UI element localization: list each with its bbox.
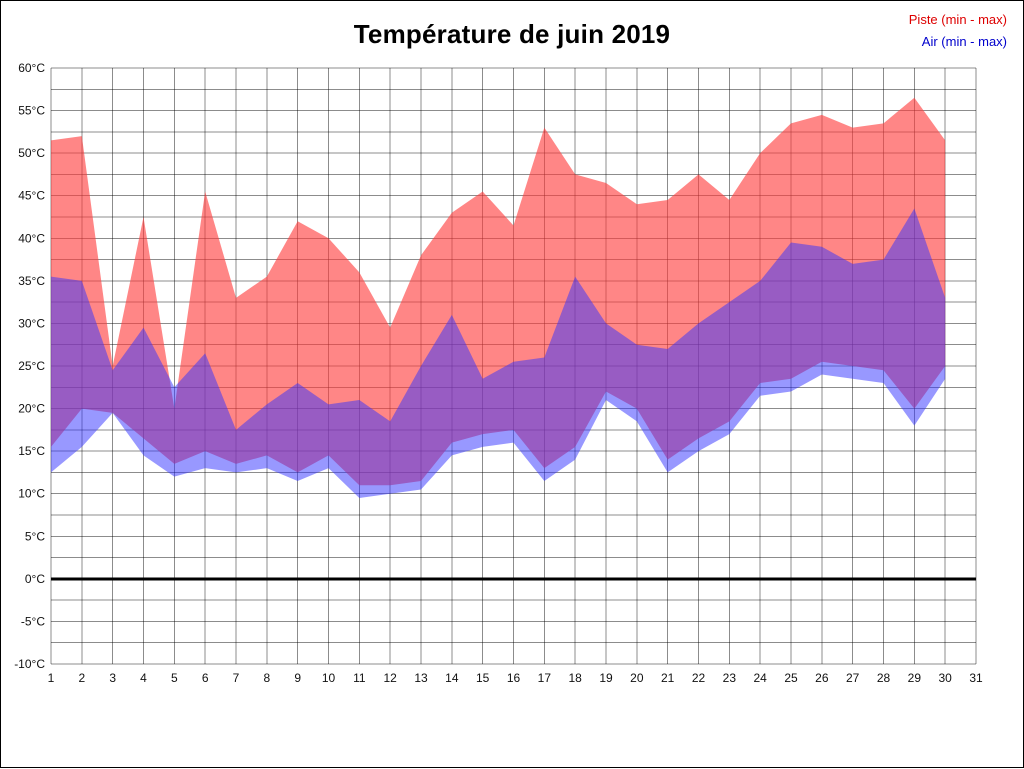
x-tick-label: 5 [171,671,178,685]
y-tick-label: 55°C [18,104,45,118]
x-tick-label: 13 [414,671,428,685]
x-tick-label: 18 [568,671,582,685]
x-tick-label: 24 [753,671,767,685]
x-tick-label: 3 [109,671,116,685]
air-band [51,208,946,498]
y-tick-label: 35°C [18,274,45,288]
x-tick-label: 20 [630,671,644,685]
legend-item-air: Air (min - max) [921,34,1007,49]
y-tick-label: 45°C [18,189,45,203]
x-tick-label: 16 [507,671,521,685]
y-tick-label: 40°C [18,231,45,245]
x-tick-label: 14 [445,671,459,685]
x-tick-label: 29 [908,671,922,685]
x-tick-label: 8 [263,671,270,685]
x-tick-label: 15 [476,671,490,685]
x-tick-label: 22 [692,671,706,685]
legend-item-piste: Piste (min - max) [908,12,1007,27]
x-tick-label: 21 [661,671,675,685]
y-tick-label: 5°C [25,529,45,543]
y-tick-label: 60°C [18,61,45,75]
y-tick-label: 30°C [18,316,45,330]
x-tick-label: 1 [48,671,55,685]
y-tick-label: 50°C [18,146,45,160]
x-tick-label: 19 [599,671,613,685]
x-tick-label: 6 [202,671,209,685]
x-tick-label: 26 [815,671,829,685]
x-tick-label: 9 [294,671,301,685]
x-tick-label: 28 [877,671,891,685]
chart-title: Température de juin 2019 [353,19,671,49]
x-tick-label: 11 [353,671,366,685]
x-tick-label: 17 [538,671,552,685]
y-tick-label: 25°C [18,359,45,373]
y-tick-label: 20°C [18,402,45,416]
x-tick-label: 25 [784,671,798,685]
y-tick-label: 0°C [25,572,45,586]
x-tick-label: 23 [723,671,737,685]
x-tick-label: 10 [322,671,336,685]
y-tick-label: 10°C [18,487,45,501]
y-tick-label: -5°C [21,614,45,628]
legend: Piste (min - max) Air (min - max) [909,9,1007,53]
x-tick-label: 4 [140,671,147,685]
x-tick-label: 2 [78,671,85,685]
y-tick-label: -10°C [14,657,45,671]
x-tick-label: 31 [969,671,983,685]
x-tick-label: 7 [233,671,240,685]
y-tick-label: 15°C [18,444,45,458]
x-tick-label: 27 [846,671,860,685]
x-tick-label: 30 [938,671,952,685]
x-tick-label: 12 [383,671,397,685]
